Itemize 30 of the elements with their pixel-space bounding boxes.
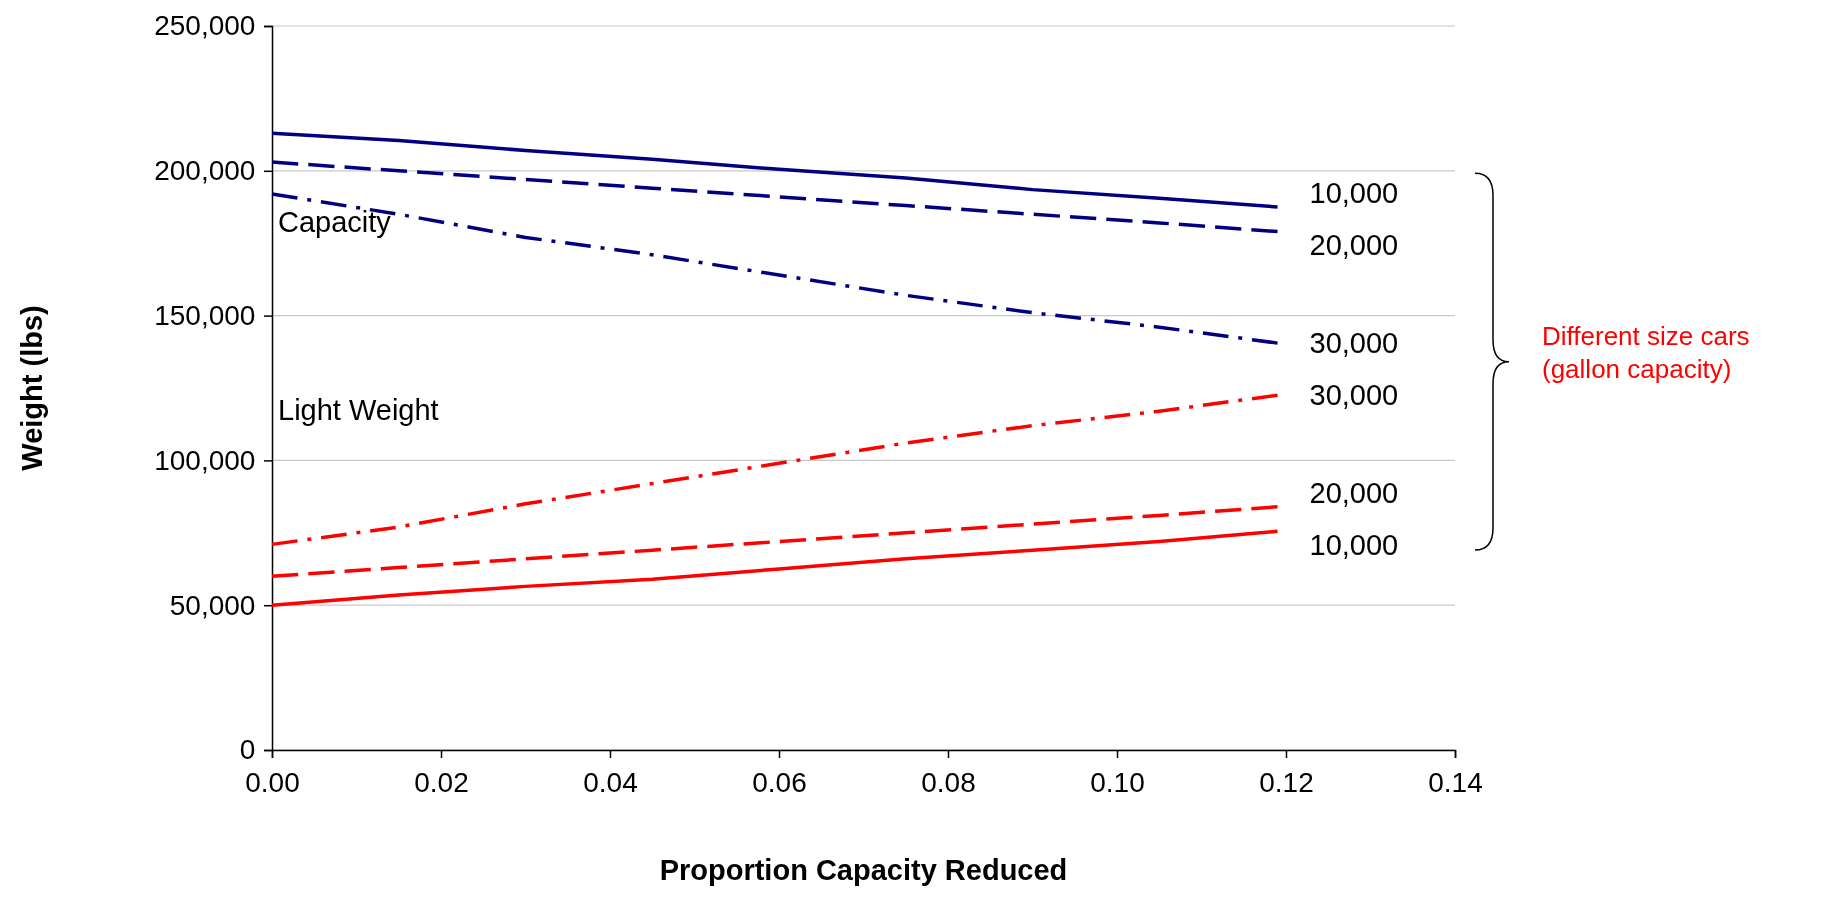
x-tick-label: 0.00: [245, 766, 300, 798]
x-tick-label: 0.02: [414, 766, 469, 798]
series-label: 10,000: [1309, 529, 1399, 562]
y-tick-label: 200,000: [154, 155, 256, 187]
line-series: [270, 504, 1280, 578]
series-label: 30,000: [1309, 327, 1399, 360]
y-tick-label: 250,000: [154, 10, 256, 42]
line-series: [270, 192, 1280, 345]
x-tick-label: 0.10: [1090, 766, 1145, 798]
annotation: Light Weight: [278, 393, 439, 426]
x-tick-label: 0.06: [752, 766, 807, 798]
text: Different size cars (gallon capacity): [1542, 320, 1750, 385]
line-series: [270, 529, 1280, 607]
x-axis-title: Proportion Capacity Reduced: [659, 854, 1068, 886]
y-tick-label: 50,000: [169, 589, 256, 621]
annotation: Capacity: [278, 205, 392, 238]
x-tick-label: 0.12: [1259, 766, 1314, 798]
series-label: 20,000: [1309, 477, 1399, 510]
line-series: [270, 393, 1280, 547]
series-label: 20,000: [1309, 229, 1399, 262]
x-tick-label: 0.14: [1428, 766, 1483, 798]
y-tick-label: 0: [239, 734, 256, 766]
series-label: 10,000: [1309, 177, 1399, 210]
x-tick-label: 0.04: [583, 766, 638, 798]
line-series: [270, 131, 1280, 209]
y-tick-label: 100,000: [154, 444, 256, 476]
y-tick-label: 150,000: [154, 300, 256, 332]
x-tick-label: 0.08: [921, 766, 976, 798]
y-axis-title: Weight (lbs): [16, 305, 48, 471]
series-label: 30,000: [1309, 379, 1399, 412]
